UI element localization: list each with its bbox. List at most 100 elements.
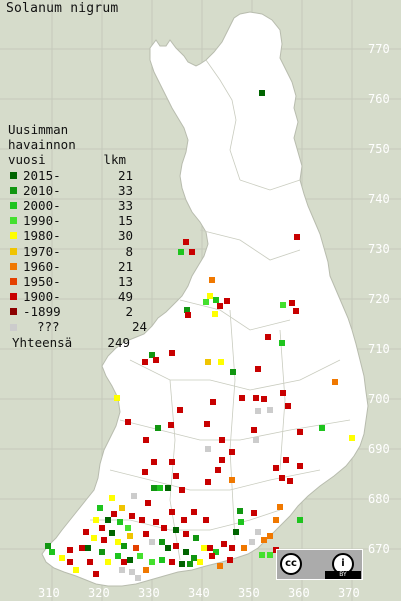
legend-period: 1900-: [23, 289, 61, 305]
easting-label: 360: [288, 586, 310, 600]
observation-square: [145, 500, 151, 506]
observation-square: [49, 549, 55, 555]
observation-square: [261, 396, 267, 402]
legend-swatch: [10, 186, 17, 194]
observation-square: [121, 559, 127, 565]
observation-square: [209, 553, 215, 559]
legend-swatch: [10, 262, 17, 270]
legend-count: 33: [117, 182, 133, 198]
legend-swatch: [10, 217, 17, 225]
observation-square: [129, 569, 135, 575]
observation-square: [285, 403, 291, 409]
observation-square: [115, 553, 121, 559]
observation-square: [213, 549, 219, 555]
legend-col-count: lkm: [103, 152, 126, 168]
observation-square: [187, 561, 193, 567]
observation-square: [297, 429, 303, 435]
legend-swatch: [10, 202, 17, 210]
observation-square: [181, 517, 187, 523]
observation-squares: [45, 90, 355, 581]
observation-square: [255, 366, 261, 372]
observation-square: [105, 559, 111, 565]
observation-square: [142, 359, 148, 365]
map-title: Solanum nigrum: [6, 1, 119, 16]
observation-square: [193, 535, 199, 541]
observation-square: [255, 529, 261, 535]
observation-square: [153, 357, 159, 363]
observation-square: [279, 475, 285, 481]
observation-square: [105, 517, 111, 523]
observation-square: [267, 407, 273, 413]
observation-square: [168, 422, 174, 428]
legend-heading-2: havainnon: [8, 137, 76, 153]
observation-square: [277, 504, 283, 510]
legend-heading-1: Uusimman: [8, 122, 69, 137]
legend-item: 1950- 13: [8, 274, 147, 289]
observation-square: [267, 552, 273, 558]
northing-label: 750: [368, 142, 390, 156]
observation-square: [283, 457, 289, 463]
observation-square: [212, 311, 218, 317]
observation-square: [173, 527, 179, 533]
observation-square: [253, 437, 259, 443]
observation-square: [153, 519, 159, 525]
observation-square: [97, 505, 103, 511]
northing-label: 740: [368, 192, 390, 206]
observation-square: [219, 457, 225, 463]
observation-square: [203, 299, 209, 305]
observation-square: [259, 90, 265, 96]
legend-period: 2015-: [23, 167, 61, 183]
observation-square: [99, 549, 105, 555]
cc-by-license-badge[interactable]: cc i BY: [276, 549, 363, 580]
legend: Uusimman havainnon vuosi lkm 2015- 21 2010…: [8, 122, 147, 350]
observation-square: [238, 519, 244, 525]
easting-label: 330: [138, 586, 160, 600]
legend-item: 1980- 30: [8, 228, 147, 243]
legend-count: 13: [117, 273, 133, 289]
easting-label: 370: [338, 586, 360, 600]
legend-item: 1970- 8: [8, 244, 147, 259]
legend-item: ??? 24: [8, 319, 147, 334]
observation-square: [217, 303, 223, 309]
legend-rows: 2015- 21 2010- 33 2000- 33 1990- 15 1980- 30 1970-…: [8, 168, 147, 335]
observation-square: [191, 509, 197, 515]
legend-swatch: [10, 247, 17, 255]
observation-square: [207, 545, 213, 551]
cc-icon: cc: [280, 553, 302, 575]
observation-square: [93, 517, 99, 523]
municipal-borders: [90, 59, 351, 561]
by-label: BY: [325, 571, 361, 579]
observation-square: [165, 545, 171, 551]
legend-count: 21: [117, 167, 133, 183]
observation-square: [294, 234, 300, 240]
observation-square: [127, 533, 133, 539]
legend-count: 24: [131, 319, 147, 335]
legend-count: 21: [117, 258, 133, 274]
observation-square: [155, 425, 161, 431]
observation-square: [273, 465, 279, 471]
legend-count: 2: [125, 304, 133, 320]
observation-square: [241, 545, 247, 551]
observation-square: [287, 478, 293, 484]
observation-square: [239, 395, 245, 401]
observation-square: [115, 539, 121, 545]
northing-label: 710: [368, 342, 390, 356]
legend-col-period: vuosi: [8, 152, 46, 168]
observation-square: [151, 459, 157, 465]
observation-square: [205, 479, 211, 485]
observation-square: [161, 525, 167, 531]
observation-square: [297, 463, 303, 469]
observation-square: [233, 529, 239, 535]
legend-swatch: [10, 232, 17, 240]
easting-label: 350: [238, 586, 260, 600]
observation-square: [119, 505, 125, 511]
observation-square: [259, 552, 265, 558]
observation-square: [184, 307, 190, 313]
observation-square: [185, 312, 191, 318]
observation-square: [215, 467, 221, 473]
observation-square: [221, 541, 227, 547]
observation-square: [87, 559, 93, 565]
observation-square: [67, 547, 73, 553]
observation-square: [149, 539, 155, 545]
legend-column-headers: vuosi lkm: [8, 152, 126, 167]
